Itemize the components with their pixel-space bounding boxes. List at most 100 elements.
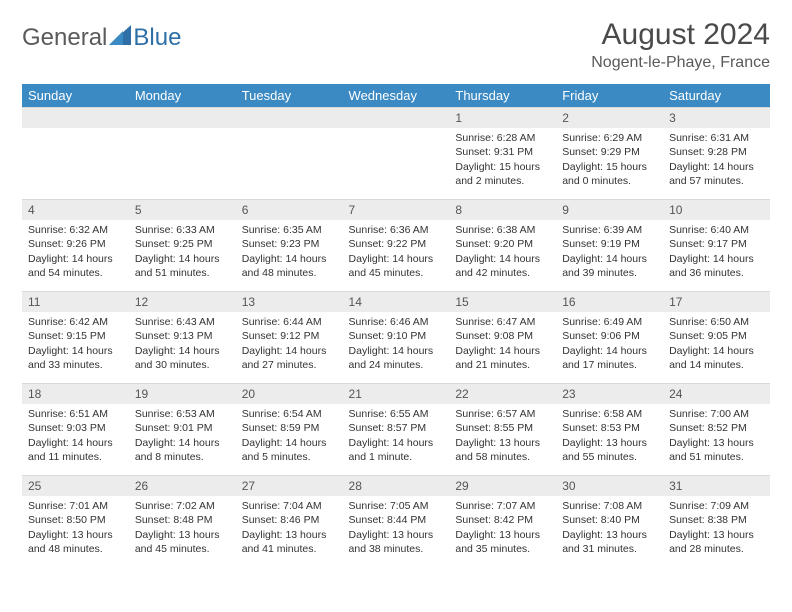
day-number: 13 (236, 291, 343, 312)
calendar-week-row: 4Sunrise: 6:32 AMSunset: 9:26 PMDaylight… (22, 199, 770, 291)
weekday-header: Sunday (22, 84, 129, 107)
day-number: 12 (129, 291, 236, 312)
sunrise-text: Sunrise: 6:57 AM (455, 407, 550, 421)
sunrise-text: Sunrise: 6:35 AM (242, 223, 337, 237)
sunrise-text: Sunrise: 6:33 AM (135, 223, 230, 237)
sunset-text: Sunset: 8:40 PM (562, 513, 657, 527)
sunset-text: Sunset: 8:50 PM (28, 513, 123, 527)
day-number: 16 (556, 291, 663, 312)
calendar-day-cell: 2Sunrise: 6:29 AMSunset: 9:29 PMDaylight… (556, 107, 663, 199)
daylight-text: Daylight: 13 hours and 41 minutes. (242, 528, 337, 556)
day-number: 17 (663, 291, 770, 312)
daylight-text: Daylight: 13 hours and 35 minutes. (455, 528, 550, 556)
logo-text-left: General (22, 24, 107, 52)
calendar-day-cell: 23Sunrise: 6:58 AMSunset: 8:53 PMDayligh… (556, 383, 663, 475)
calendar-day-cell: 29Sunrise: 7:07 AMSunset: 8:42 PMDayligh… (449, 475, 556, 567)
logo: General Blue (22, 24, 181, 52)
sunset-text: Sunset: 8:38 PM (669, 513, 764, 527)
day-content: Sunrise: 6:29 AMSunset: 9:29 PMDaylight:… (556, 128, 663, 192)
calendar-day-cell (22, 107, 129, 199)
sunrise-text: Sunrise: 6:42 AM (28, 315, 123, 329)
day-content: Sunrise: 7:02 AMSunset: 8:48 PMDaylight:… (129, 496, 236, 560)
day-content: Sunrise: 6:39 AMSunset: 9:19 PMDaylight:… (556, 220, 663, 284)
daylight-text: Daylight: 14 hours and 42 minutes. (455, 252, 550, 280)
daylight-text: Daylight: 14 hours and 21 minutes. (455, 344, 550, 372)
day-content: Sunrise: 6:32 AMSunset: 9:26 PMDaylight:… (22, 220, 129, 284)
day-content: Sunrise: 6:58 AMSunset: 8:53 PMDaylight:… (556, 404, 663, 468)
sunset-text: Sunset: 9:08 PM (455, 329, 550, 343)
day-content: Sunrise: 6:43 AMSunset: 9:13 PMDaylight:… (129, 312, 236, 376)
sunrise-text: Sunrise: 6:43 AM (135, 315, 230, 329)
calendar-day-cell: 9Sunrise: 6:39 AMSunset: 9:19 PMDaylight… (556, 199, 663, 291)
daylight-text: Daylight: 14 hours and 24 minutes. (349, 344, 444, 372)
calendar-day-cell: 31Sunrise: 7:09 AMSunset: 8:38 PMDayligh… (663, 475, 770, 567)
day-content: Sunrise: 6:49 AMSunset: 9:06 PMDaylight:… (556, 312, 663, 376)
day-number: 5 (129, 199, 236, 220)
daylight-text: Daylight: 14 hours and 54 minutes. (28, 252, 123, 280)
daylight-text: Daylight: 14 hours and 51 minutes. (135, 252, 230, 280)
weekday-header: Tuesday (236, 84, 343, 107)
day-number: 10 (663, 199, 770, 220)
calendar-day-cell (129, 107, 236, 199)
daylight-text: Daylight: 13 hours and 28 minutes. (669, 528, 764, 556)
sunset-text: Sunset: 9:17 PM (669, 237, 764, 251)
calendar-day-cell: 17Sunrise: 6:50 AMSunset: 9:05 PMDayligh… (663, 291, 770, 383)
calendar-day-cell: 19Sunrise: 6:53 AMSunset: 9:01 PMDayligh… (129, 383, 236, 475)
sunset-text: Sunset: 9:10 PM (349, 329, 444, 343)
calendar-day-cell: 20Sunrise: 6:54 AMSunset: 8:59 PMDayligh… (236, 383, 343, 475)
day-content: Sunrise: 6:40 AMSunset: 9:17 PMDaylight:… (663, 220, 770, 284)
weekday-header-row: Sunday Monday Tuesday Wednesday Thursday… (22, 84, 770, 107)
day-content: Sunrise: 6:46 AMSunset: 9:10 PMDaylight:… (343, 312, 450, 376)
day-content: Sunrise: 7:09 AMSunset: 8:38 PMDaylight:… (663, 496, 770, 560)
day-number: 1 (449, 107, 556, 128)
daylight-text: Daylight: 13 hours and 51 minutes. (669, 436, 764, 464)
sunrise-text: Sunrise: 6:40 AM (669, 223, 764, 237)
day-content: Sunrise: 6:51 AMSunset: 9:03 PMDaylight:… (22, 404, 129, 468)
sunrise-text: Sunrise: 7:09 AM (669, 499, 764, 513)
sunrise-text: Sunrise: 6:50 AM (669, 315, 764, 329)
day-number (343, 107, 450, 128)
calendar-week-row: 18Sunrise: 6:51 AMSunset: 9:03 PMDayligh… (22, 383, 770, 475)
weekday-header: Friday (556, 84, 663, 107)
daylight-text: Daylight: 14 hours and 5 minutes. (242, 436, 337, 464)
sunrise-text: Sunrise: 7:01 AM (28, 499, 123, 513)
logo-sail-icon (109, 24, 131, 52)
day-content: Sunrise: 7:01 AMSunset: 8:50 PMDaylight:… (22, 496, 129, 560)
daylight-text: Daylight: 14 hours and 1 minute. (349, 436, 444, 464)
sunrise-text: Sunrise: 7:08 AM (562, 499, 657, 513)
logo-text-right: Blue (133, 24, 181, 52)
sunset-text: Sunset: 8:53 PM (562, 421, 657, 435)
calendar-day-cell (343, 107, 450, 199)
daylight-text: Daylight: 13 hours and 58 minutes. (455, 436, 550, 464)
day-number: 11 (22, 291, 129, 312)
day-number (129, 107, 236, 128)
sunrise-text: Sunrise: 6:49 AM (562, 315, 657, 329)
sunset-text: Sunset: 8:42 PM (455, 513, 550, 527)
calendar-day-cell: 8Sunrise: 6:38 AMSunset: 9:20 PMDaylight… (449, 199, 556, 291)
day-number: 26 (129, 475, 236, 496)
day-content: Sunrise: 6:38 AMSunset: 9:20 PMDaylight:… (449, 220, 556, 284)
day-number: 19 (129, 383, 236, 404)
daylight-text: Daylight: 14 hours and 36 minutes. (669, 252, 764, 280)
day-number: 21 (343, 383, 450, 404)
sunrise-text: Sunrise: 6:54 AM (242, 407, 337, 421)
day-number: 27 (236, 475, 343, 496)
sunrise-text: Sunrise: 6:29 AM (562, 131, 657, 145)
day-content: Sunrise: 7:07 AMSunset: 8:42 PMDaylight:… (449, 496, 556, 560)
calendar-day-cell: 24Sunrise: 7:00 AMSunset: 8:52 PMDayligh… (663, 383, 770, 475)
sunset-text: Sunset: 8:59 PM (242, 421, 337, 435)
sunset-text: Sunset: 9:20 PM (455, 237, 550, 251)
sunrise-text: Sunrise: 6:58 AM (562, 407, 657, 421)
sunrise-text: Sunrise: 6:47 AM (455, 315, 550, 329)
calendar-day-cell: 13Sunrise: 6:44 AMSunset: 9:12 PMDayligh… (236, 291, 343, 383)
day-number: 28 (343, 475, 450, 496)
daylight-text: Daylight: 13 hours and 38 minutes. (349, 528, 444, 556)
day-content: Sunrise: 6:57 AMSunset: 8:55 PMDaylight:… (449, 404, 556, 468)
daylight-text: Daylight: 14 hours and 30 minutes. (135, 344, 230, 372)
day-content: Sunrise: 6:35 AMSunset: 9:23 PMDaylight:… (236, 220, 343, 284)
sunset-text: Sunset: 8:48 PM (135, 513, 230, 527)
day-number: 9 (556, 199, 663, 220)
weekday-header: Monday (129, 84, 236, 107)
day-number: 3 (663, 107, 770, 128)
calendar-day-cell: 28Sunrise: 7:05 AMSunset: 8:44 PMDayligh… (343, 475, 450, 567)
